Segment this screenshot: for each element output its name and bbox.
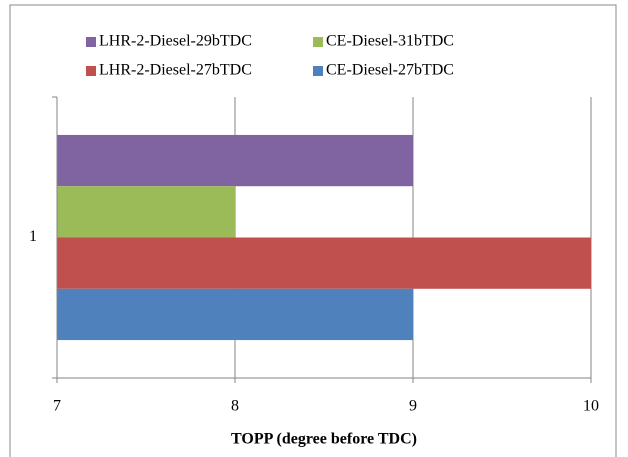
bar — [57, 288, 413, 341]
x-tick-label: 8 — [231, 398, 239, 415]
legend-label: LHR-2-Diesel-29bTDC — [99, 33, 252, 50]
legend-swatch — [313, 66, 323, 76]
bar — [57, 237, 591, 289]
legend-label: CE-Diesel-31bTDC — [326, 33, 454, 50]
bar — [57, 134, 413, 187]
legend-swatch — [86, 37, 96, 47]
x-tick-label: 9 — [409, 398, 417, 415]
chart-frame — [9, 4, 617, 457]
x-tick-label: 7 — [53, 398, 61, 415]
legend-label: LHR-2-Diesel-27bTDC — [99, 62, 252, 79]
legend-swatch — [313, 37, 323, 47]
x-axis-label: TOPP (degree before TDC) — [231, 431, 417, 448]
legend-label: CE-Diesel-27bTDC — [326, 62, 454, 79]
x-tick-label: 10 — [583, 398, 599, 415]
y-tick-label: 1 — [29, 228, 37, 245]
legend-swatch — [86, 66, 96, 76]
bar — [57, 186, 235, 238]
